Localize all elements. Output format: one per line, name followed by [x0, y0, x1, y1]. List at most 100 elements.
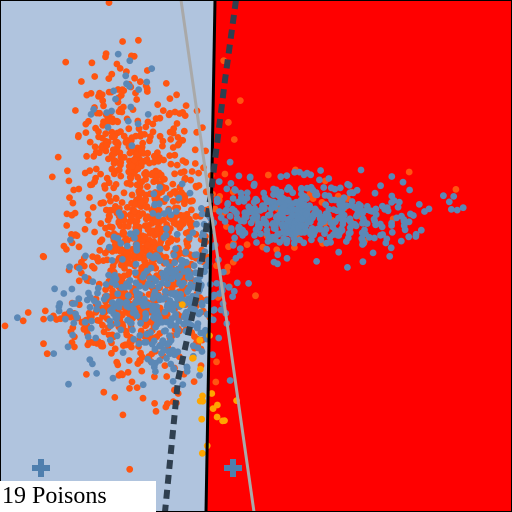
data-point-s1: [131, 234, 138, 242]
data-point-s1: [163, 272, 170, 280]
data-point-s0: [175, 140, 183, 148]
data-point-s0: [82, 129, 90, 137]
data-point-s0: [167, 237, 175, 245]
data-point-s1: [339, 220, 347, 228]
data-point-s0: [108, 349, 115, 357]
data-point-s1: [106, 336, 114, 344]
data-point-s1: [93, 305, 100, 313]
boundary-gray: [179, 0, 256, 512]
data-point-s0: [108, 223, 116, 231]
data-point-s0: [243, 241, 251, 249]
data-point-s0: [127, 180, 134, 188]
data-point-s1: [182, 248, 190, 256]
data-point-s1: [99, 308, 106, 316]
data-point-s1: [94, 284, 102, 292]
data-point-s1: [94, 289, 101, 297]
data-point-s0: [54, 153, 62, 161]
data-point-s0: [161, 362, 169, 369]
data-point-s2: [198, 415, 206, 423]
data-point-s1: [14, 314, 21, 322]
data-point-s1: [263, 245, 271, 253]
data-point-s1: [123, 302, 130, 310]
data-point-s1: [136, 332, 144, 339]
data-point-s1: [51, 285, 58, 293]
data-point-s0: [187, 223, 195, 231]
data-point-s1: [285, 184, 292, 191]
data-point-s0: [94, 257, 102, 265]
data-point-s0: [150, 152, 158, 160]
data-point-s1: [359, 219, 366, 227]
data-point-s2: [198, 449, 206, 457]
data-point-s0: [117, 159, 125, 166]
data-point-s1: [166, 332, 173, 340]
data-point-s1: [229, 195, 237, 202]
data-point-s0: [137, 199, 145, 207]
data-point-s0: [112, 247, 120, 254]
data-point-s1: [283, 236, 291, 244]
data-point-s1: [229, 293, 237, 300]
data-point-s1: [168, 275, 176, 283]
data-point-s1: [160, 327, 168, 335]
data-point-s1: [173, 230, 181, 238]
data-point-s0: [169, 198, 177, 205]
data-point-s1: [93, 370, 100, 377]
data-point-s1: [276, 239, 284, 246]
data-point-s0: [105, 0, 113, 6]
data-point-s1: [220, 268, 227, 276]
data-point-s1: [257, 230, 264, 238]
data-point-s1: [283, 254, 291, 262]
data-point-s1: [450, 193, 458, 200]
data-point-s1: [325, 192, 333, 200]
data-point-s1: [177, 290, 185, 298]
data-point-s1: [47, 314, 54, 322]
data-point-s1: [298, 184, 305, 192]
data-point-s0: [159, 142, 166, 150]
data-point-s0: [102, 130, 110, 138]
data-point-s0: [156, 132, 164, 140]
data-point-s0: [124, 259, 131, 267]
data-point-s1: [114, 290, 122, 298]
data-point-s1: [285, 196, 292, 204]
data-point-s1: [274, 251, 282, 259]
data-point-s1: [308, 236, 315, 244]
poison-plus-marker: [32, 459, 50, 477]
data-point-s0: [123, 237, 131, 245]
data-point-s1: [313, 258, 320, 265]
data-point-s1: [156, 184, 164, 191]
data-point-s0: [112, 195, 120, 203]
data-point-s0: [88, 59, 96, 67]
data-point-s1: [90, 106, 97, 113]
decision-boundaries: [162, 0, 256, 512]
data-point-s0: [97, 220, 105, 227]
data-point-s2: [208, 390, 216, 397]
data-point-s0: [71, 343, 78, 351]
data-point-s0: [177, 169, 185, 177]
data-point-s1: [236, 224, 243, 232]
data-point-s1: [186, 189, 194, 197]
data-point-s0: [108, 70, 116, 78]
data-point-s1: [417, 226, 425, 234]
data-point-s1: [250, 180, 258, 188]
data-point-s1: [233, 214, 241, 222]
data-point-s1: [152, 368, 159, 375]
data-point-s0: [161, 175, 168, 183]
data-point-s1: [379, 202, 386, 210]
data-point-s0: [154, 157, 162, 165]
data-point-s1: [149, 275, 157, 282]
data-point-s0: [187, 176, 195, 184]
data-point-s1: [235, 198, 243, 206]
data-point-s0: [100, 328, 108, 336]
data-point-s1: [90, 297, 98, 305]
data-point-s1: [317, 236, 325, 244]
data-point-s0: [105, 192, 113, 200]
data-point-s1: [124, 292, 132, 299]
data-point-s1: [459, 204, 467, 212]
data-point-s1: [440, 192, 447, 200]
data-point-s0: [117, 153, 125, 161]
data-point-s1: [178, 282, 186, 289]
data-point-s0: [101, 182, 108, 190]
data-point-s1: [291, 168, 298, 176]
data-point-s0: [193, 183, 200, 191]
data-point-s1: [372, 221, 379, 229]
